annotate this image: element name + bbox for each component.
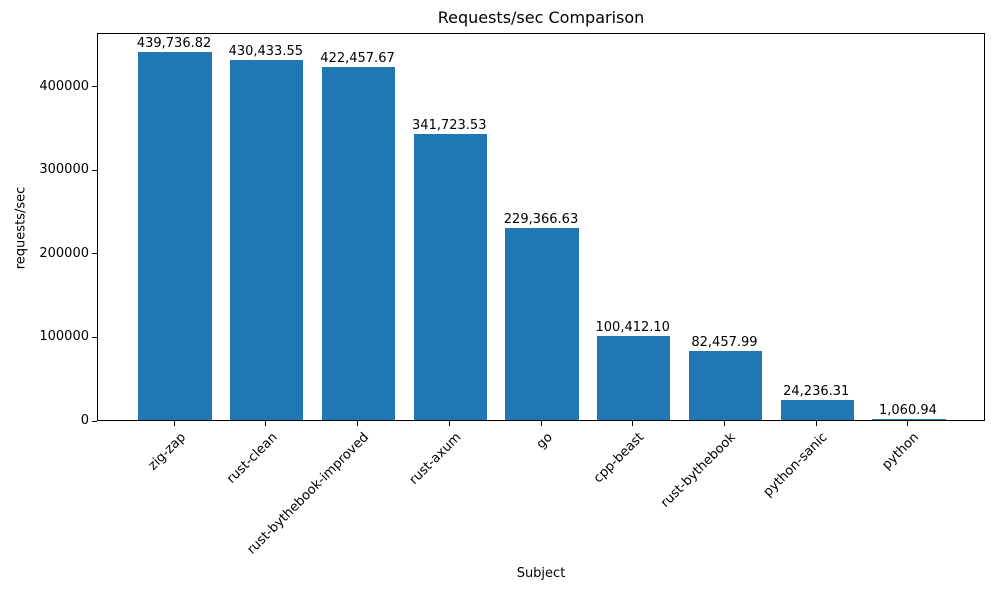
y-axis-title: requests/sec	[13, 186, 29, 270]
x-tick	[540, 421, 542, 426]
x-tick	[265, 421, 267, 426]
bar-value-label: 82,457.99	[691, 335, 758, 351]
x-tick-label: python-sanic	[760, 430, 831, 500]
x-axis-title: Subject	[516, 566, 566, 581]
bar-value-label: 24,236.31	[783, 383, 850, 399]
bar	[138, 52, 212, 420]
x-tick-label: zig-zap	[145, 430, 189, 474]
y-tick-label: 200000	[39, 245, 89, 261]
bar	[321, 66, 396, 420]
bar-value-label: 341,723.53	[412, 118, 487, 134]
plot-area	[97, 33, 985, 421]
x-tick-label: rust-bythebook	[658, 430, 740, 511]
x-tick	[723, 421, 725, 426]
x-tick-label: rust-clean	[223, 430, 281, 487]
chart-title: Requests/sec Comparison	[437, 8, 645, 27]
x-tick-label: python	[879, 430, 923, 473]
y-tick-label: 100000	[39, 329, 89, 345]
bar	[872, 419, 946, 420]
y-tick	[92, 169, 97, 171]
bar	[413, 134, 487, 420]
bar-value-label: 1,060.94	[878, 403, 937, 418]
y-tick-label: 300000	[39, 162, 89, 178]
bar-value-label: 430,433.55	[228, 44, 303, 60]
x-tick	[448, 421, 450, 426]
x-tick	[173, 421, 175, 426]
bar	[230, 60, 304, 420]
x-tick	[907, 421, 909, 426]
bar-value-label: 439,736.82	[136, 36, 212, 52]
bar-value-label: 229,366.63	[503, 212, 579, 228]
bar	[597, 336, 671, 420]
x-tick-label: cpp-beast	[591, 430, 648, 487]
y-tick	[92, 86, 97, 88]
x-tick	[815, 421, 817, 426]
bar-value-label: 100,412.10	[595, 320, 670, 336]
y-tick-label: 0	[80, 413, 89, 428]
bar	[780, 399, 854, 420]
bar-value-label: 422,457.67	[320, 50, 395, 66]
y-tick-label: 400000	[39, 78, 89, 94]
x-tick-label: rust-axum	[406, 430, 464, 488]
y-tick	[92, 420, 97, 422]
bar	[505, 228, 579, 420]
bar	[688, 351, 763, 420]
x-tick	[632, 421, 634, 426]
y-tick	[92, 253, 97, 255]
x-tick	[357, 421, 359, 426]
x-tick-label: go	[533, 430, 556, 453]
y-tick	[92, 336, 97, 338]
